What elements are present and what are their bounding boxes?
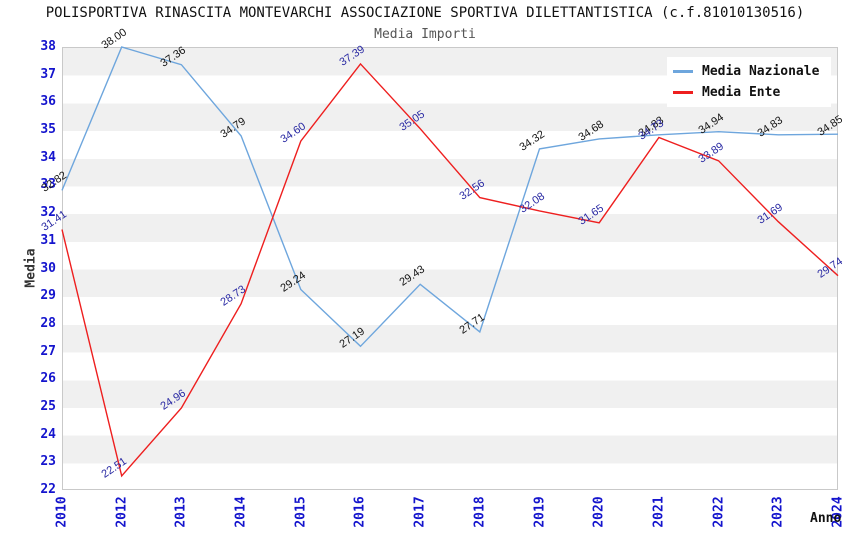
y-tick-33: 33	[40, 177, 56, 193]
y-tick-36: 36	[40, 94, 56, 110]
x-axis-label: Anno	[810, 511, 842, 526]
plot-area	[62, 47, 838, 490]
x-tick-2020: 2020	[591, 496, 607, 528]
x-tick-2022: 2022	[711, 496, 727, 528]
x-tick-2023: 2023	[770, 496, 786, 528]
y-tick-22: 22	[40, 482, 56, 497]
x-tick-2015: 2015	[293, 496, 309, 528]
x-tick-2019: 2019	[532, 496, 548, 528]
y-tick-32: 32	[40, 205, 56, 221]
x-tick-2017: 2017	[412, 496, 428, 528]
x-tick-2012: 2012	[114, 496, 130, 528]
x-tick-2021: 2021	[651, 496, 667, 528]
legend-swatch-media-nazionale-line	[673, 70, 693, 73]
x-tick-2014: 2014	[233, 496, 249, 528]
legend-swatch-media-ente-line	[673, 91, 693, 94]
legend-label-media-nazionale: Media Nazionale	[702, 64, 820, 79]
x-tick-2016: 2016	[352, 496, 368, 528]
y-tick-35: 35	[40, 122, 56, 138]
x-tick-2010: 2010	[54, 496, 70, 528]
y-tick-27: 27	[40, 343, 56, 359]
legend-item-media-nazionale: Media Nazionale	[673, 61, 825, 82]
x-tick-2018: 2018	[472, 496, 488, 528]
y-tick-24: 24	[40, 426, 56, 442]
y-tick-26: 26	[40, 371, 56, 387]
chart-title: POLISPORTIVA RINASCITA MONTEVARCHI ASSOC…	[45, 5, 805, 21]
y-tick-34: 34	[40, 149, 56, 165]
y-tick-37: 37	[40, 66, 56, 82]
legend-item-media-ente: Media Ente	[673, 82, 825, 103]
y-tick-31: 31	[40, 232, 56, 248]
y-tick-29: 29	[40, 288, 56, 304]
legend-label-media-ente: Media Ente	[702, 85, 781, 100]
y-tick-30: 30	[40, 260, 56, 276]
y-axis-label: Media	[23, 248, 39, 288]
y-tick-28: 28	[40, 315, 56, 331]
chart-subtitle: Media Importi	[374, 27, 476, 42]
x-tick-2013: 2013	[173, 496, 189, 528]
y-tick-23: 23	[40, 454, 56, 470]
y-tick-25: 25	[40, 398, 56, 414]
y-tick-38: 38	[40, 39, 56, 54]
legend: Media Nazionale Media Ente	[667, 57, 831, 107]
